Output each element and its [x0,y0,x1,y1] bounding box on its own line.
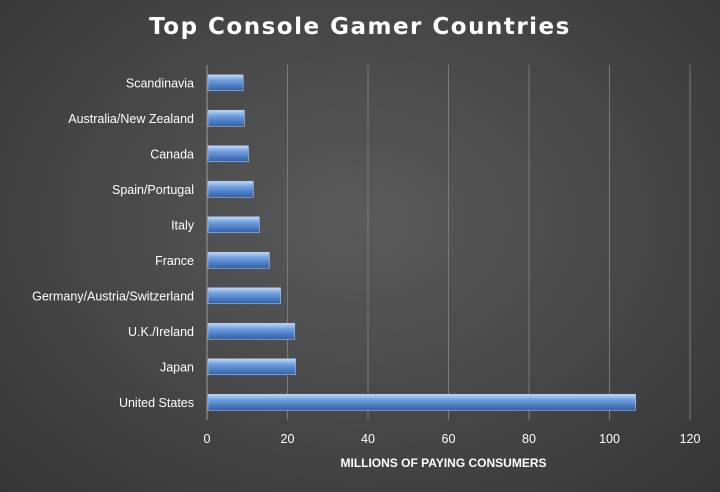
bar [207,74,244,92]
category-label: Scandinavia [126,76,194,90]
category-label: U.K./Ireland [128,325,194,339]
x-tick-label: 60 [442,432,456,446]
chart-title: Top Console Gamer Countries [149,14,571,40]
x-tick-label: 120 [680,432,701,446]
bar [207,393,636,411]
category-label: Australia/New Zealand [68,112,194,126]
x-tick-label: 0 [204,432,211,446]
category-label: United States [119,396,194,410]
x-tick-label: 100 [599,432,620,446]
bar [207,180,254,198]
bar [207,109,245,127]
bar [207,322,296,340]
x-tick-label: 20 [281,432,295,446]
bar [207,216,260,234]
category-label: France [155,254,194,268]
category-label: Japan [160,360,194,374]
x-axis-title: MILLIONS OF PAYING CONSUMERS [340,456,546,470]
x-tick-label: 80 [522,432,536,446]
bar [207,145,249,163]
category-label: Canada [150,147,194,161]
category-label: Spain/Portugal [112,183,194,197]
bar [207,358,296,376]
category-label: Italy [171,218,195,232]
x-tick-label: 40 [361,432,375,446]
category-label: Germany/Austria/Switzerland [32,289,194,303]
bar [207,287,281,305]
bar [207,251,270,269]
